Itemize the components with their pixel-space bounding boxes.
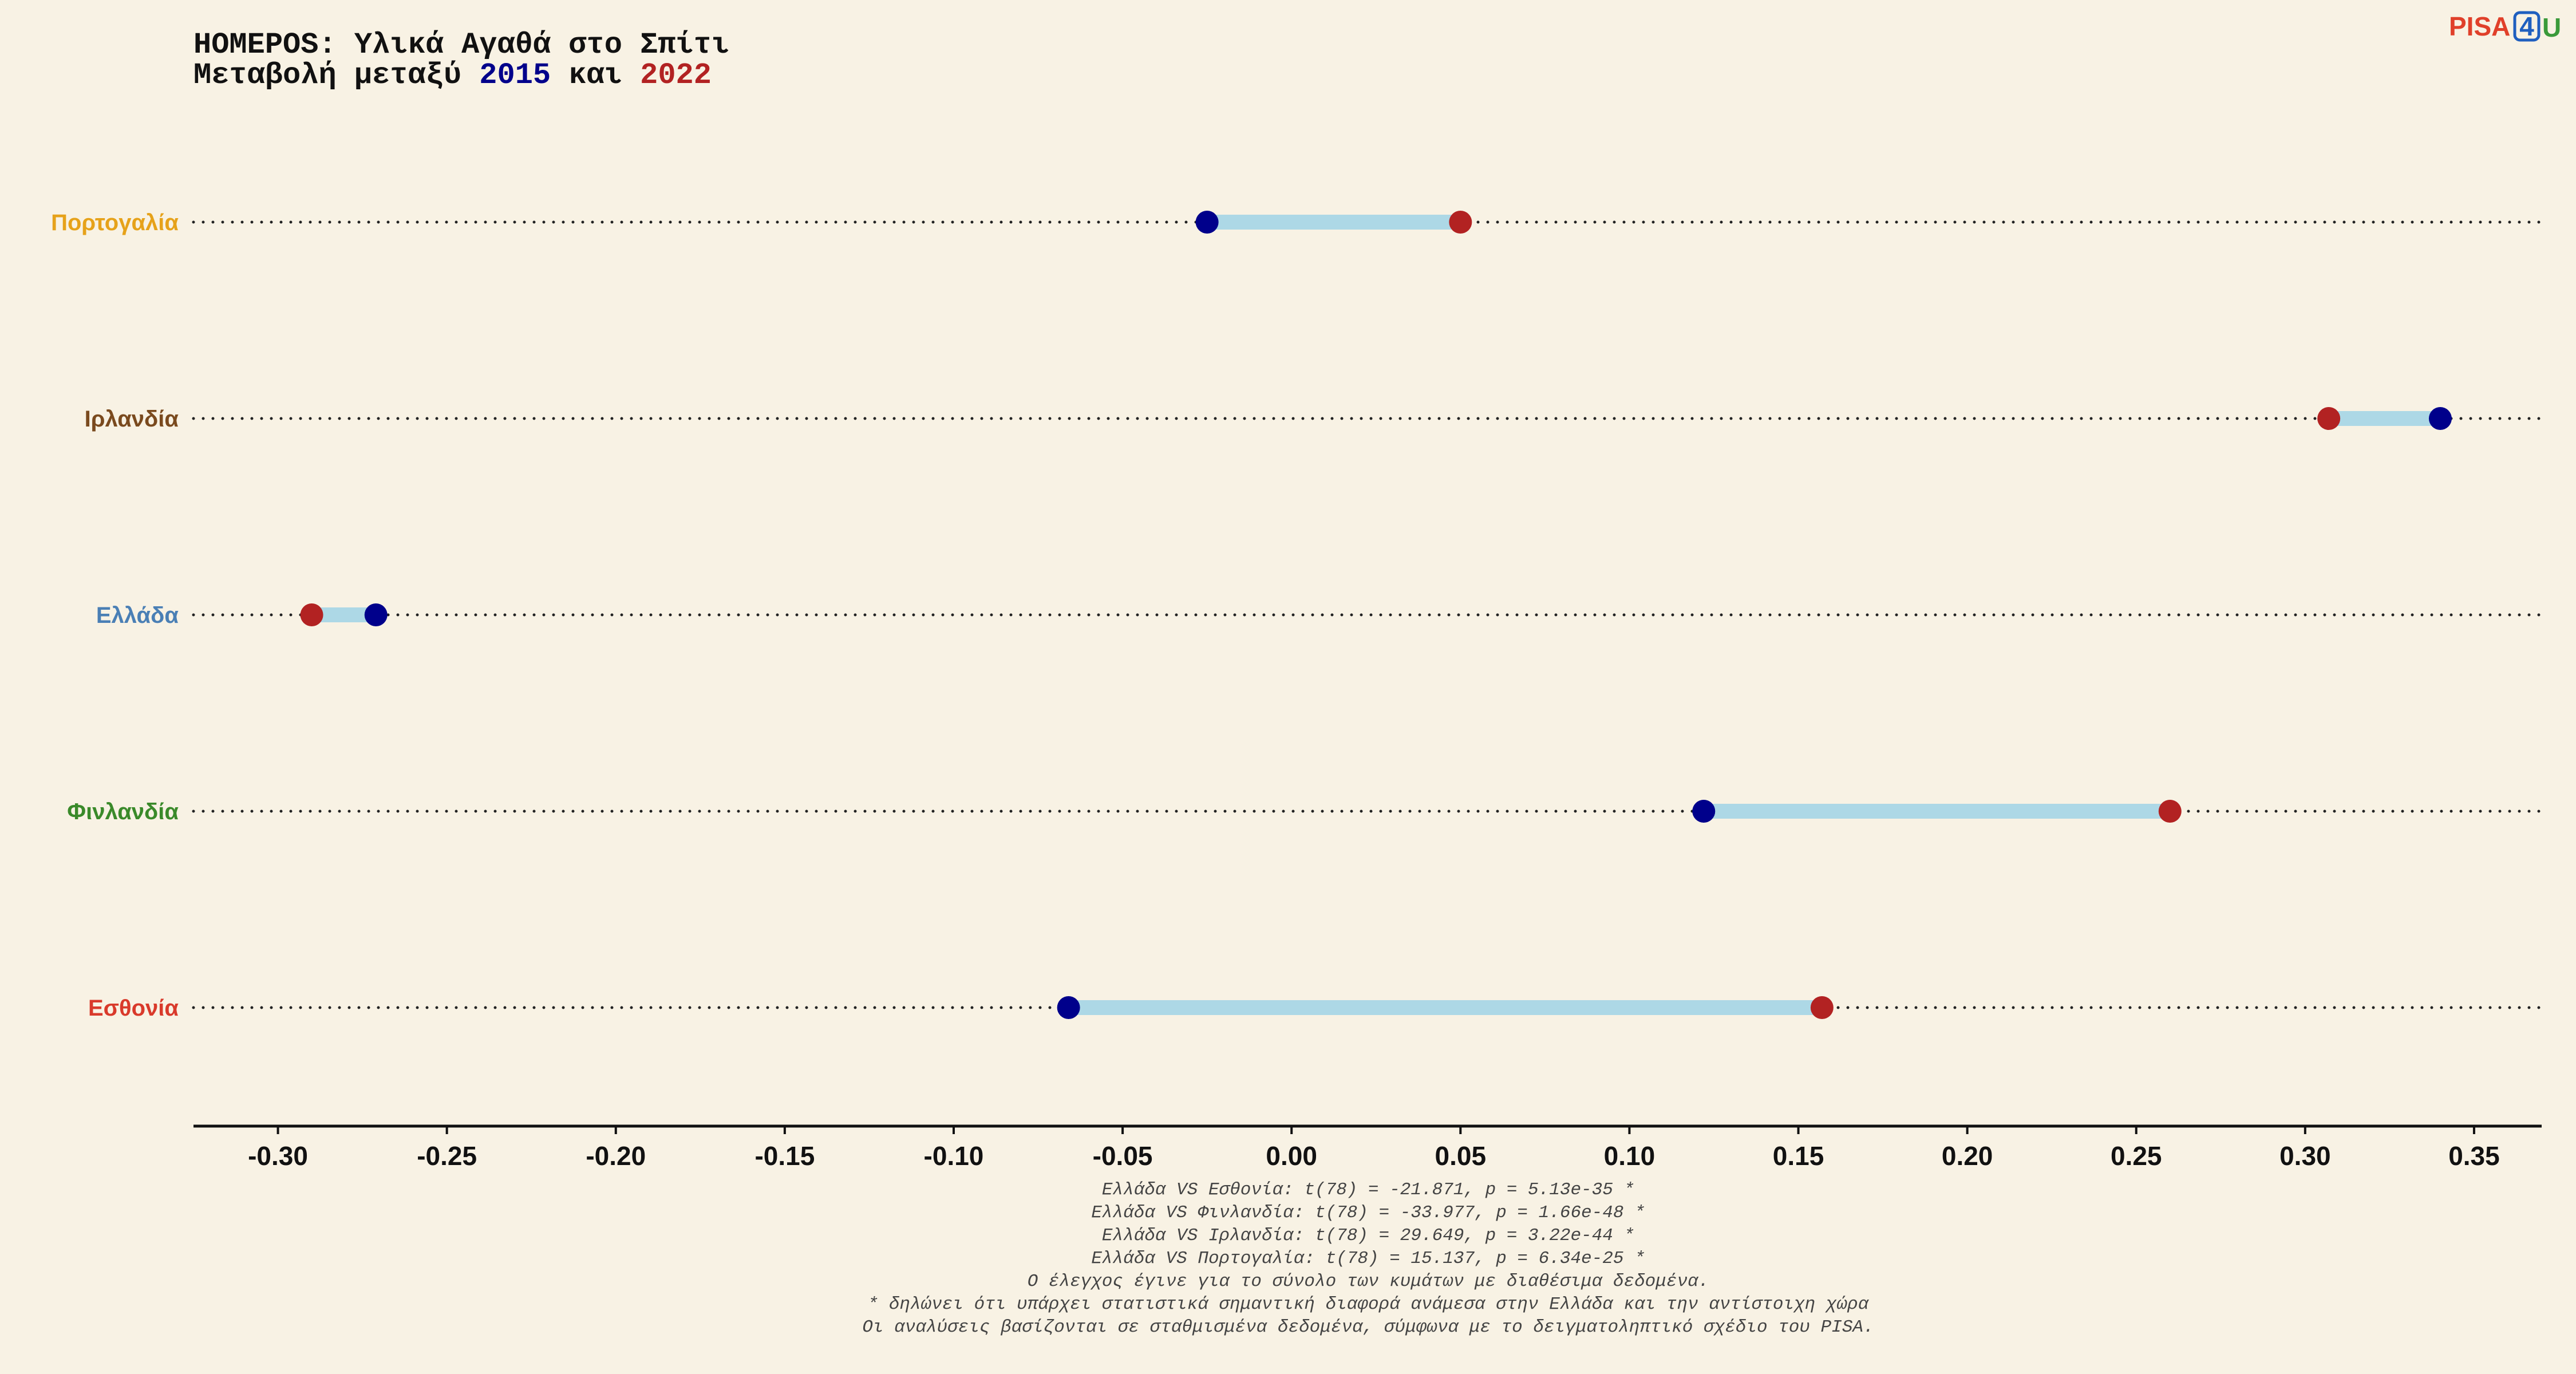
footnote-0: Ελλάδα VS Εσθονία: t(78) = -21.871, p = …	[1102, 1180, 1634, 1200]
point-2015-row-2	[364, 603, 388, 626]
x-tick-label-3: -0.15	[754, 1141, 815, 1171]
footnote-5: * δηλώνει ότι υπάρχει στατιστικά σημαντι…	[868, 1294, 1870, 1314]
title-line-2-middle: και	[551, 58, 640, 92]
x-tick-label-9: 0.15	[1773, 1141, 1824, 1171]
footnote-6: Οι αναλύσεις βασίζονται σε σταθμισμένα δ…	[862, 1317, 1874, 1337]
footnote-2: Ελλάδα VS Ιρλανδία: t(78) = 29.649, p = …	[1102, 1226, 1634, 1246]
x-tick-label-10: 0.20	[1942, 1141, 1993, 1171]
x-tick-label-6: 0.00	[1266, 1141, 1317, 1171]
point-2022-row-1	[2317, 407, 2341, 430]
x-tick-label-7: 0.05	[1435, 1141, 1487, 1171]
logo-box-icon	[2513, 11, 2541, 42]
x-tick-label-5: -0.05	[1093, 1141, 1153, 1171]
chart-title: HOMEPOS: Υλικά Αγαθά στο Σπίτι Μεταβολή …	[193, 28, 729, 92]
x-tick-label-12: 0.30	[2279, 1141, 2331, 1171]
point-2022-row-3	[2158, 800, 2182, 823]
point-2022-row-4	[1810, 996, 1834, 1019]
category-label-row-1: Ιρλανδία	[85, 406, 179, 432]
title-year-2015: 2015	[479, 58, 551, 92]
x-axis: -0.30 -0.25 -0.20 -0.15 -0.10 -0.05 0.00 0.05 0.…	[193, 1124, 2542, 1171]
logo-text-4: 4	[2519, 11, 2534, 41]
footnote-1: Ελλάδα VS Φινλανδία: t(78) = -33.977, p …	[1091, 1203, 1645, 1223]
point-2015-row-3	[1692, 800, 1716, 823]
point-2022-row-2	[300, 603, 323, 626]
x-tick-label-8: 0.10	[1604, 1141, 1656, 1171]
category-label-row-0: Πορτογαλία	[51, 210, 179, 235]
title-year-2022: 2022	[640, 58, 712, 92]
x-tick-label-1: -0.25	[417, 1141, 477, 1171]
plot-area: Πορτογαλία Ιρλανδία Ελλάδα Φινλανδία Εσθονία	[51, 210, 2543, 1021]
x-tick-label-13: 0.35	[2448, 1141, 2500, 1171]
x-tick-label-0: -0.30	[248, 1141, 308, 1171]
category-label-row-3: Φινλανδία	[67, 799, 179, 824]
category-label-row-4: Εσθονία	[88, 996, 179, 1021]
footnote-4: Ο έλεγχος έγινε για το σύνολο των κυμάτω…	[1028, 1272, 1709, 1292]
title-line-1: HOMEPOS: Υλικά Αγαθά στο Σπίτι	[193, 28, 729, 62]
point-2015-row-1	[2428, 407, 2452, 430]
logo-text-u: U	[2542, 13, 2561, 42]
x-tick-label-4: -0.10	[924, 1141, 984, 1171]
title-line-2-prefix: Μεταβολή μεταξύ	[193, 58, 479, 92]
footnotes: Ελλάδα VS Εσθονία: t(78) = -21.871, p = …	[862, 1180, 1874, 1337]
point-2015-row-4	[1057, 996, 1080, 1019]
pisa4u-logo: PISA 4 U	[2449, 11, 2561, 42]
point-2022-row-0	[1449, 211, 1472, 234]
point-2015-row-0	[1195, 211, 1219, 234]
footnote-3: Ελλάδα VS Πορτογαλία: t(78) = 15.137, p …	[1091, 1249, 1645, 1269]
logo-text-pisa: PISA	[2449, 11, 2510, 41]
x-tick-label-2: -0.20	[586, 1141, 646, 1171]
x-tick-label-11: 0.25	[2111, 1141, 2162, 1171]
title-line-2: Μεταβολή μεταξύ 2015 και 2022	[193, 58, 712, 92]
category-label-row-2: Ελλάδα	[96, 603, 179, 628]
